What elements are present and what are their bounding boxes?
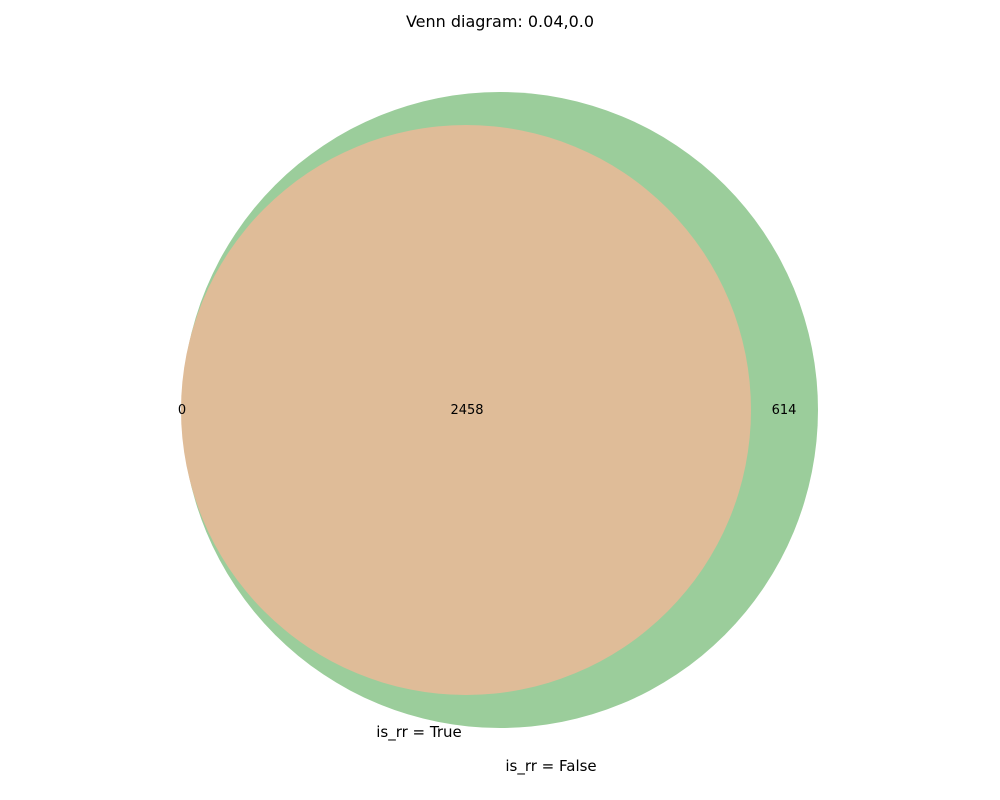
region-only-true-label: 0 [178,403,186,418]
set-true-circle [181,125,751,695]
region-intersection-label: 2458 [450,403,483,418]
set-false-label: is_rr = False [505,757,596,776]
chart-title: Venn diagram: 0.04,0.0 [406,12,594,31]
region-only-false-label: 614 [772,403,797,418]
set-true-label: is_rr = True [376,723,462,742]
